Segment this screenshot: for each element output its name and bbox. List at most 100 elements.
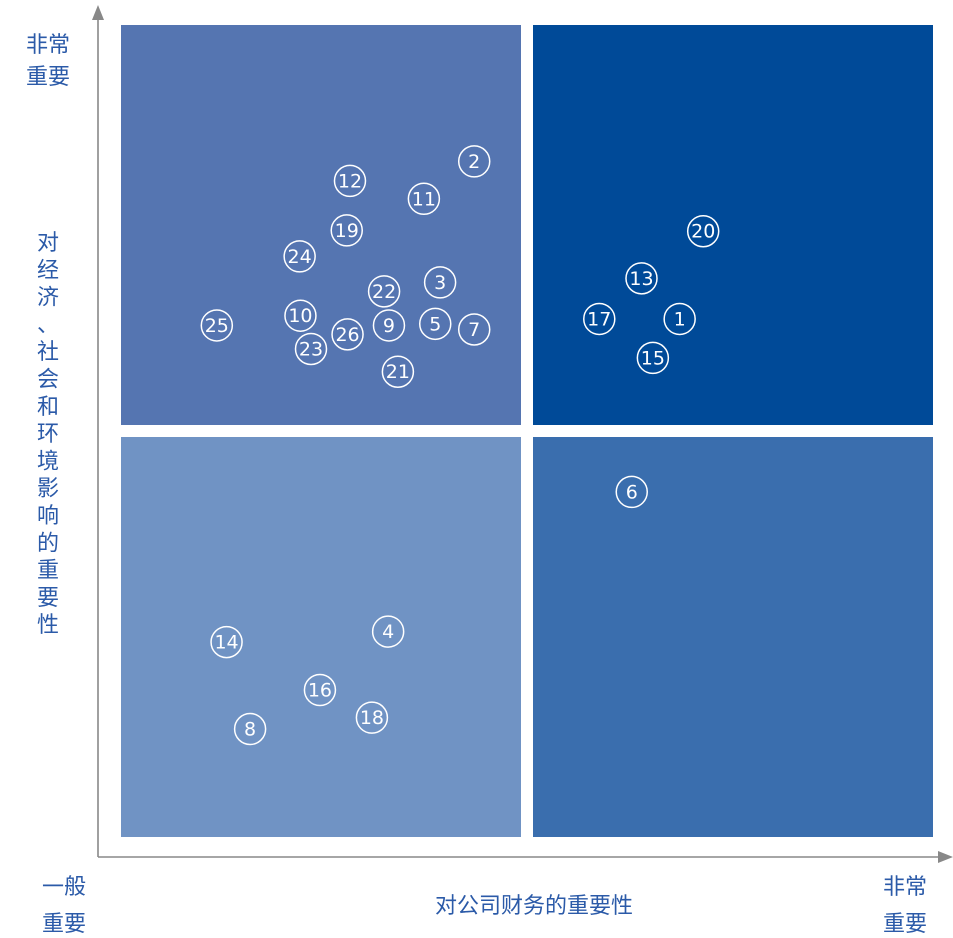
y-axis-title-char: 对 bbox=[37, 231, 59, 256]
data-point-marker bbox=[615, 475, 648, 509]
data-point-2: 2 bbox=[457, 145, 491, 178]
data-point-26: 26 bbox=[331, 318, 364, 351]
data-point-marker bbox=[355, 701, 389, 734]
data-point-label: 19 bbox=[335, 220, 359, 242]
data-point-marker bbox=[294, 332, 328, 366]
y-axis-title-char: 要 bbox=[37, 586, 59, 611]
data-point-marker bbox=[333, 164, 367, 198]
x-axis-max-label-line1: 非常 bbox=[883, 875, 927, 900]
data-point-marker bbox=[686, 214, 720, 248]
data-point-label: 5 bbox=[429, 313, 441, 335]
data-point-23: 23 bbox=[294, 332, 328, 366]
data-point-marker bbox=[233, 712, 267, 746]
y-axis-title-char: 社 bbox=[37, 340, 59, 365]
data-point-marker bbox=[625, 262, 658, 295]
data-point-label: 4 bbox=[382, 621, 394, 643]
data-point-label: 8 bbox=[244, 719, 256, 741]
data-point-7: 7 bbox=[457, 313, 491, 346]
data-point-label: 2 bbox=[468, 151, 480, 173]
data-point-label: 7 bbox=[468, 319, 480, 341]
y-axis-title-char: 响 bbox=[37, 504, 59, 529]
data-point-marker bbox=[284, 299, 317, 332]
data-point-marker bbox=[330, 214, 363, 247]
data-point-marker bbox=[663, 302, 696, 336]
y-axis-title-char: 经 bbox=[37, 258, 59, 283]
data-point-marker bbox=[367, 275, 401, 308]
data-point-20: 20 bbox=[686, 214, 720, 248]
data-point-6: 6 bbox=[615, 475, 648, 509]
data-point-marker bbox=[423, 266, 457, 299]
data-point-label: 26 bbox=[335, 324, 359, 346]
data-point-19: 19 bbox=[330, 214, 363, 247]
y-axis-title-char: 济 bbox=[37, 286, 59, 311]
data-point-8: 8 bbox=[233, 712, 267, 746]
data-point-label: 23 bbox=[299, 338, 323, 360]
quadrant-bottom-right bbox=[533, 437, 933, 837]
data-point-label: 9 bbox=[383, 315, 395, 337]
quadrant-top-left bbox=[121, 25, 521, 425]
data-point-4: 4 bbox=[371, 615, 405, 648]
data-point-marker bbox=[210, 625, 243, 659]
data-point-label: 16 bbox=[308, 680, 332, 702]
data-point-marker bbox=[372, 309, 406, 342]
data-point-label: 22 bbox=[372, 281, 396, 303]
data-point-label: 1 bbox=[674, 308, 686, 330]
quadrant-top-right bbox=[533, 25, 933, 425]
quadrant-bottom-left bbox=[121, 437, 521, 837]
data-point-label: 3 bbox=[434, 272, 446, 294]
data-point-13: 13 bbox=[625, 262, 658, 295]
data-point-24: 24 bbox=[283, 240, 316, 273]
data-point-marker bbox=[636, 341, 670, 375]
data-point-label: 11 bbox=[412, 188, 436, 210]
data-point-18: 18 bbox=[355, 701, 389, 734]
data-point-marker bbox=[331, 318, 364, 351]
data-point-label: 20 bbox=[691, 221, 715, 243]
y-axis-title-char: 环 bbox=[37, 422, 59, 447]
data-point-5: 5 bbox=[418, 307, 452, 341]
data-point-label: 18 bbox=[360, 707, 384, 729]
y-axis-title-char: 、 bbox=[37, 313, 59, 338]
data-point-10: 10 bbox=[284, 299, 317, 332]
data-point-9: 9 bbox=[372, 309, 406, 342]
data-point-25: 25 bbox=[200, 309, 234, 342]
y-axis-arrow bbox=[92, 5, 104, 20]
x-axis-max-label-line2: 重要 bbox=[883, 912, 927, 937]
data-point-11: 11 bbox=[407, 182, 441, 216]
x-axis-title: 对公司财务的重要性 bbox=[435, 894, 633, 919]
data-point-marker bbox=[303, 673, 337, 707]
data-point-label: 14 bbox=[214, 632, 238, 654]
data-point-17: 17 bbox=[583, 302, 616, 336]
y-axis-max-label-line1: 非常 bbox=[26, 33, 70, 58]
data-point-label: 12 bbox=[338, 170, 362, 192]
y-axis-title-char: 境 bbox=[37, 449, 59, 474]
data-point-12: 12 bbox=[333, 164, 367, 198]
data-point-label: 24 bbox=[288, 246, 312, 268]
data-point-16: 16 bbox=[303, 673, 337, 707]
data-point-14: 14 bbox=[210, 625, 243, 659]
data-point-label: 10 bbox=[288, 305, 312, 327]
data-point-1: 1 bbox=[663, 302, 696, 336]
data-point-3: 3 bbox=[423, 266, 457, 299]
y-axis-title-char: 的 bbox=[37, 531, 59, 556]
y-axis-max-label-line2: 重要 bbox=[26, 65, 70, 90]
data-point-marker bbox=[200, 309, 234, 342]
y-axis-title-char: 性 bbox=[37, 613, 59, 638]
data-point-label: 13 bbox=[629, 268, 653, 290]
data-point-marker bbox=[457, 313, 491, 346]
data-point-label: 15 bbox=[641, 347, 665, 369]
data-point-marker bbox=[283, 240, 316, 273]
data-point-marker bbox=[418, 307, 452, 341]
data-point-22: 22 bbox=[367, 275, 401, 308]
x-axis-arrow bbox=[938, 851, 953, 863]
data-point-label: 21 bbox=[386, 361, 410, 383]
x-axis-min-label-line1: 一般 bbox=[42, 875, 86, 900]
data-point-marker bbox=[381, 355, 415, 388]
data-point-15: 15 bbox=[636, 341, 670, 375]
data-point-marker bbox=[407, 182, 441, 216]
data-point-21: 21 bbox=[381, 355, 415, 388]
x-axis-min-label-line2: 重要 bbox=[42, 912, 86, 937]
y-axis-title-char: 重 bbox=[37, 559, 59, 584]
